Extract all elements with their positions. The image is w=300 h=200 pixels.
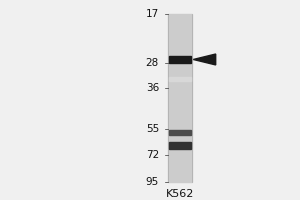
Text: 55: 55 <box>146 124 159 134</box>
Text: K562: K562 <box>166 189 194 199</box>
Bar <box>169 56 191 63</box>
Bar <box>169 130 191 135</box>
Bar <box>169 142 191 149</box>
Polygon shape <box>193 54 216 65</box>
Bar <box>169 77 191 81</box>
Text: 28: 28 <box>146 58 159 68</box>
Text: 36: 36 <box>146 83 159 93</box>
Bar <box>168 14 192 182</box>
Text: 17: 17 <box>146 9 159 19</box>
Text: 95: 95 <box>146 177 159 187</box>
Text: 72: 72 <box>146 150 159 160</box>
